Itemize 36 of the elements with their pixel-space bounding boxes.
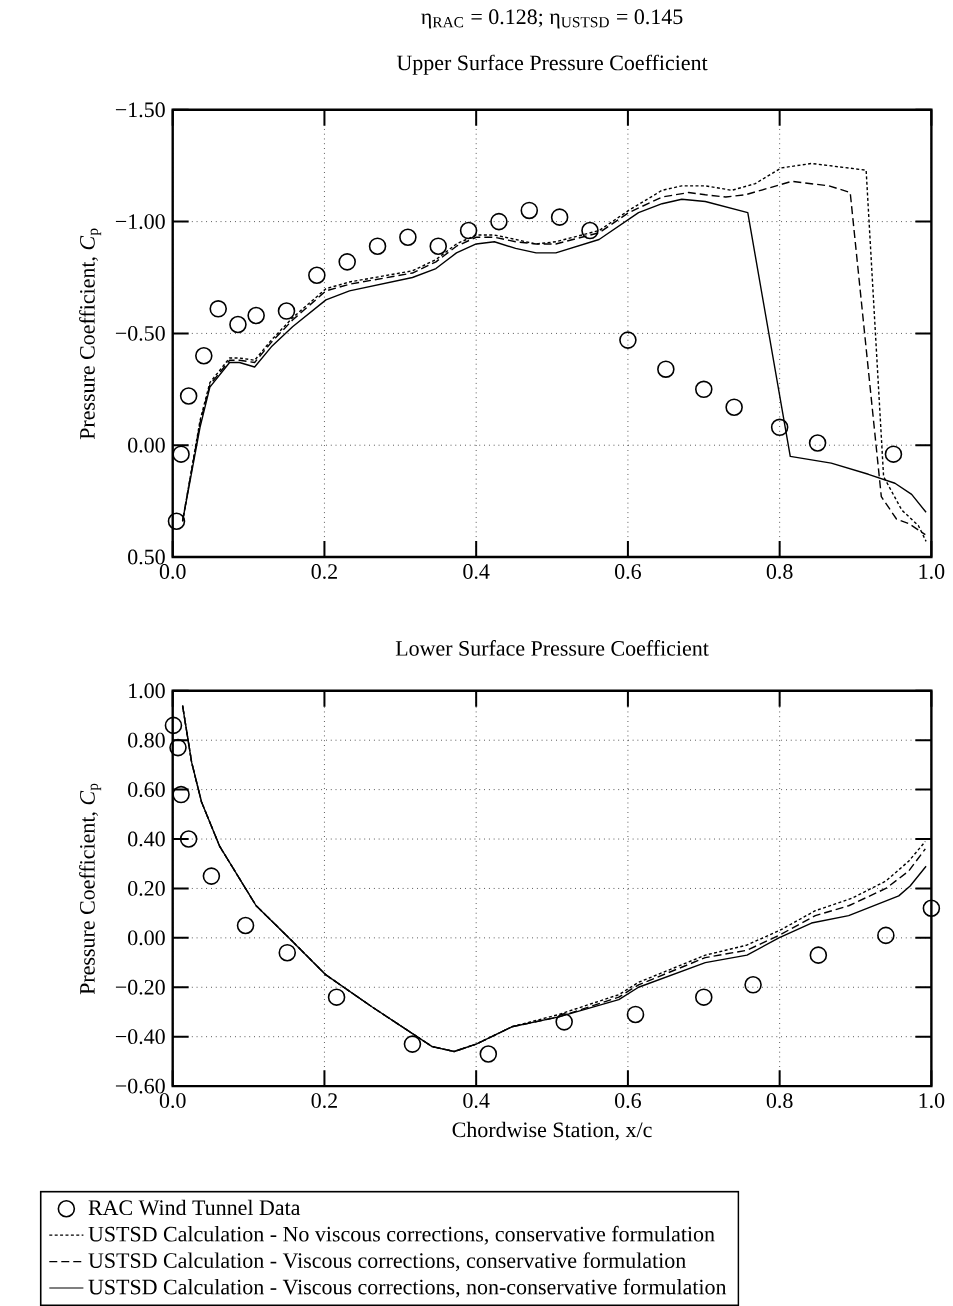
x-tick-label: 1.0 — [919, 564, 945, 579]
x-tick-label: 0.4 — [463, 564, 490, 579]
y-tick-label: −0.60 — [115, 1078, 165, 1094]
y-tick-label: 0.50 — [127, 549, 165, 565]
chart-title: Upper Surface Pressure Coefficient — [396, 54, 708, 75]
x-tick-label: 0.4 — [463, 1093, 490, 1109]
x-tick-label: 0.0 — [159, 1093, 186, 1109]
x-tick-label: 0.6 — [614, 1093, 641, 1109]
y-tick-label: 0.60 — [127, 782, 165, 798]
y-tick-label: 0.40 — [127, 831, 165, 847]
y-axis-title: Pressure Coefficient, C$_{p}$ — [78, 228, 101, 440]
x-tick-label: 0.8 — [766, 564, 793, 579]
legend-label: RAC Wind Tunnel Data — [88, 1199, 300, 1216]
chart-title: Lower Surface Pressure Coefficient — [395, 640, 709, 656]
y-tick-label: −0.50 — [115, 325, 165, 341]
y-tick-label: 0.80 — [127, 732, 165, 748]
y-tick-label: −0.40 — [115, 1029, 165, 1045]
y-tick-label: −0.20 — [115, 979, 165, 995]
y-tick-label: 0.00 — [127, 437, 165, 453]
x-tick-label: 0.0 — [159, 564, 186, 579]
legend-label: USTSD Calculation - Viscous corrections, non-conservative formulation — [88, 1278, 726, 1298]
x-tick-label: 0.8 — [766, 1093, 793, 1109]
y-axis-title: Pressure Coefficient, C$_{p}$ — [78, 783, 101, 995]
x-tick-label: 0.2 — [311, 1093, 337, 1109]
x-axis-title: Chordwise Station, x/c — [452, 1121, 652, 1141]
x-tick-label: 1.0 — [919, 1093, 945, 1109]
x-tick-label: 0.2 — [311, 564, 337, 579]
legend-label: USTSD Calculation - Viscous corrections, conservative formulation — [88, 1252, 686, 1272]
x-tick-label: 0.6 — [614, 564, 641, 579]
y-tick-label: 1.00 — [128, 683, 165, 699]
y-tick-label: 0.00 — [127, 930, 165, 946]
y-tick-label: 0.20 — [127, 881, 165, 896]
text: η$_{RAC}$ = 0.128; η$_{USTSD}$ = 0.145 — [421, 9, 683, 29]
legend-label: USTSD Calculation - No viscous corrections, conservative formulation — [88, 1225, 715, 1245]
y-tick-label: −1.50 — [115, 102, 165, 118]
y-tick-label: −1.00 — [115, 214, 165, 230]
